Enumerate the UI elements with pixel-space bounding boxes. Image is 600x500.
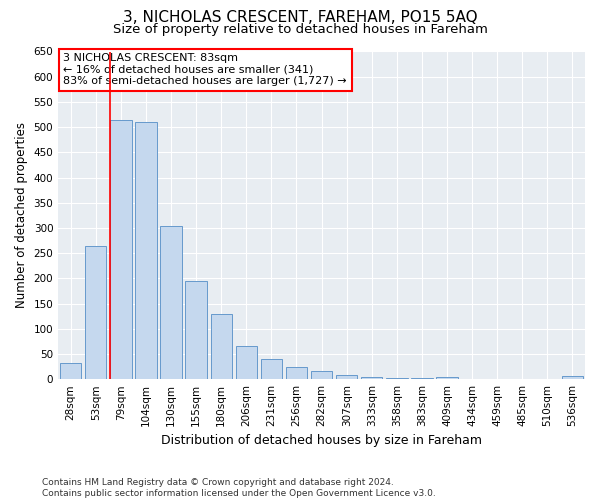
Bar: [336, 375, 358, 379]
Bar: [311, 370, 332, 379]
Text: 3 NICHOLAS CRESCENT: 83sqm
← 16% of detached houses are smaller (341)
83% of sem: 3 NICHOLAS CRESCENT: 83sqm ← 16% of deta…: [64, 53, 347, 86]
Bar: [361, 377, 382, 379]
Bar: [386, 378, 407, 379]
Bar: [60, 363, 82, 379]
Y-axis label: Number of detached properties: Number of detached properties: [15, 122, 28, 308]
Text: 3, NICHOLAS CRESCENT, FAREHAM, PO15 5AQ: 3, NICHOLAS CRESCENT, FAREHAM, PO15 5AQ: [122, 10, 478, 25]
Bar: [411, 378, 433, 379]
Bar: [236, 346, 257, 379]
Text: Contains HM Land Registry data © Crown copyright and database right 2024.
Contai: Contains HM Land Registry data © Crown c…: [42, 478, 436, 498]
Bar: [261, 359, 282, 379]
Bar: [110, 120, 131, 379]
Bar: [185, 281, 207, 379]
Bar: [562, 376, 583, 379]
Bar: [136, 122, 157, 379]
Bar: [211, 314, 232, 379]
X-axis label: Distribution of detached houses by size in Fareham: Distribution of detached houses by size …: [161, 434, 482, 448]
Bar: [436, 376, 458, 379]
Bar: [286, 366, 307, 379]
Text: Size of property relative to detached houses in Fareham: Size of property relative to detached ho…: [113, 22, 487, 36]
Bar: [160, 226, 182, 379]
Bar: [85, 246, 106, 379]
